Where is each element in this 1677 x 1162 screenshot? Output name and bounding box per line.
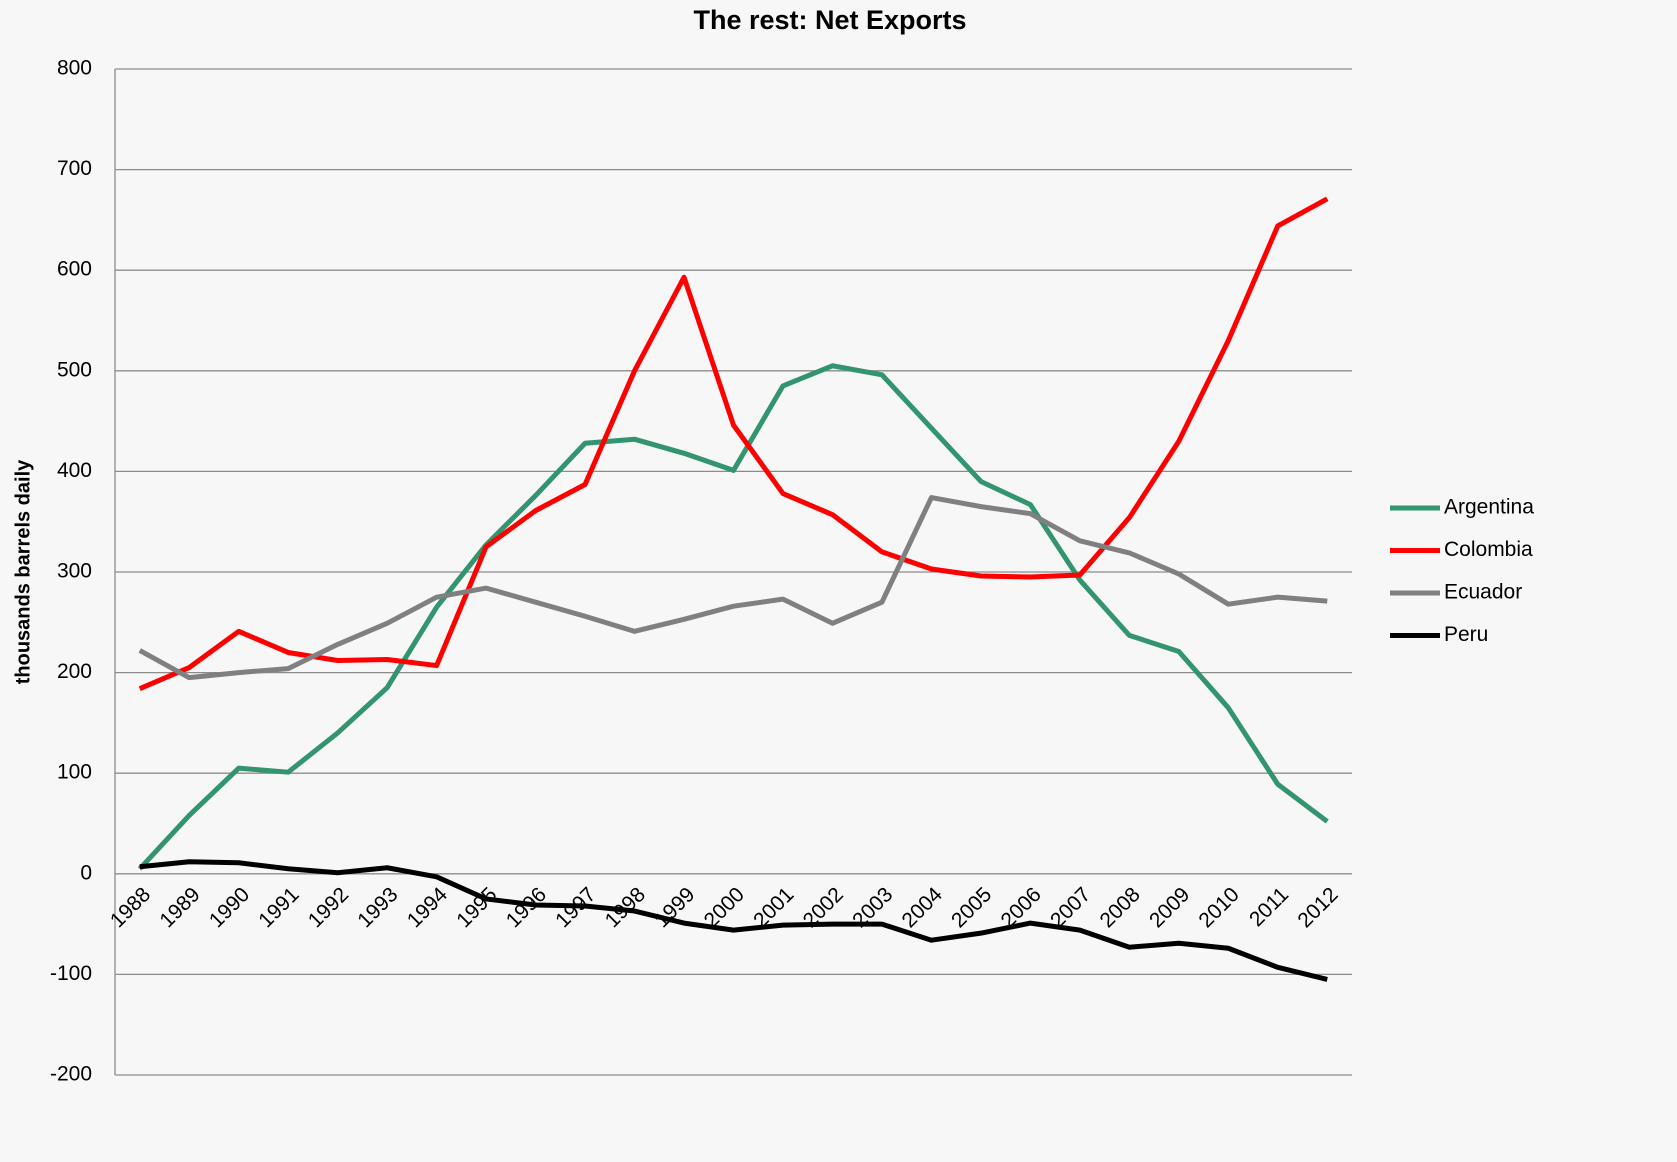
- y-axis-label: thousands barrels daily: [12, 459, 34, 684]
- x-tick-label: 2004: [898, 883, 948, 933]
- series-line: [138, 495, 1328, 681]
- y-tick-label: 300: [57, 560, 92, 583]
- y-tick-label: 800: [57, 57, 92, 80]
- y-tick-label: 200: [57, 660, 92, 683]
- x-tick-label: 2011: [1245, 883, 1293, 931]
- series-line: [138, 196, 1329, 691]
- x-tick-label: 1992: [304, 883, 353, 932]
- legend-label: Colombia: [1444, 538, 1533, 561]
- series-line: [137, 363, 1329, 871]
- x-tick-label: 1994: [403, 883, 453, 933]
- y-tick-label: 400: [57, 459, 92, 482]
- legend-label: Ecuador: [1444, 581, 1522, 604]
- series-line: [139, 859, 1328, 982]
- x-tick-label: 1989: [155, 883, 204, 932]
- x-tick-label: 2012: [1293, 883, 1342, 932]
- x-tick-label: 1990: [205, 883, 254, 932]
- x-tick-label: 1995: [452, 883, 501, 932]
- x-tick-label: 1988: [106, 883, 155, 932]
- legend-label: Argentina: [1444, 496, 1534, 519]
- y-tick-label: 0: [80, 861, 92, 884]
- y-tick-label: -200: [50, 1063, 92, 1086]
- legend-label: Peru: [1444, 623, 1488, 646]
- y-tick-label: 100: [57, 761, 92, 784]
- y-tick-label: -100: [50, 962, 92, 985]
- x-tick-label: 1991: [254, 883, 303, 932]
- x-tick-label: 2010: [1194, 883, 1243, 932]
- x-tick-label: 1993: [353, 883, 402, 932]
- y-tick-label: 500: [57, 358, 92, 381]
- x-tick-label: 2005: [947, 883, 996, 932]
- y-tick-label: 700: [57, 157, 92, 180]
- y-tick-label: 600: [57, 258, 92, 281]
- x-tick-label: 2008: [1095, 883, 1144, 932]
- x-tick-label: 2009: [1145, 883, 1194, 932]
- chart-title: The rest: Net Exports: [693, 5, 966, 35]
